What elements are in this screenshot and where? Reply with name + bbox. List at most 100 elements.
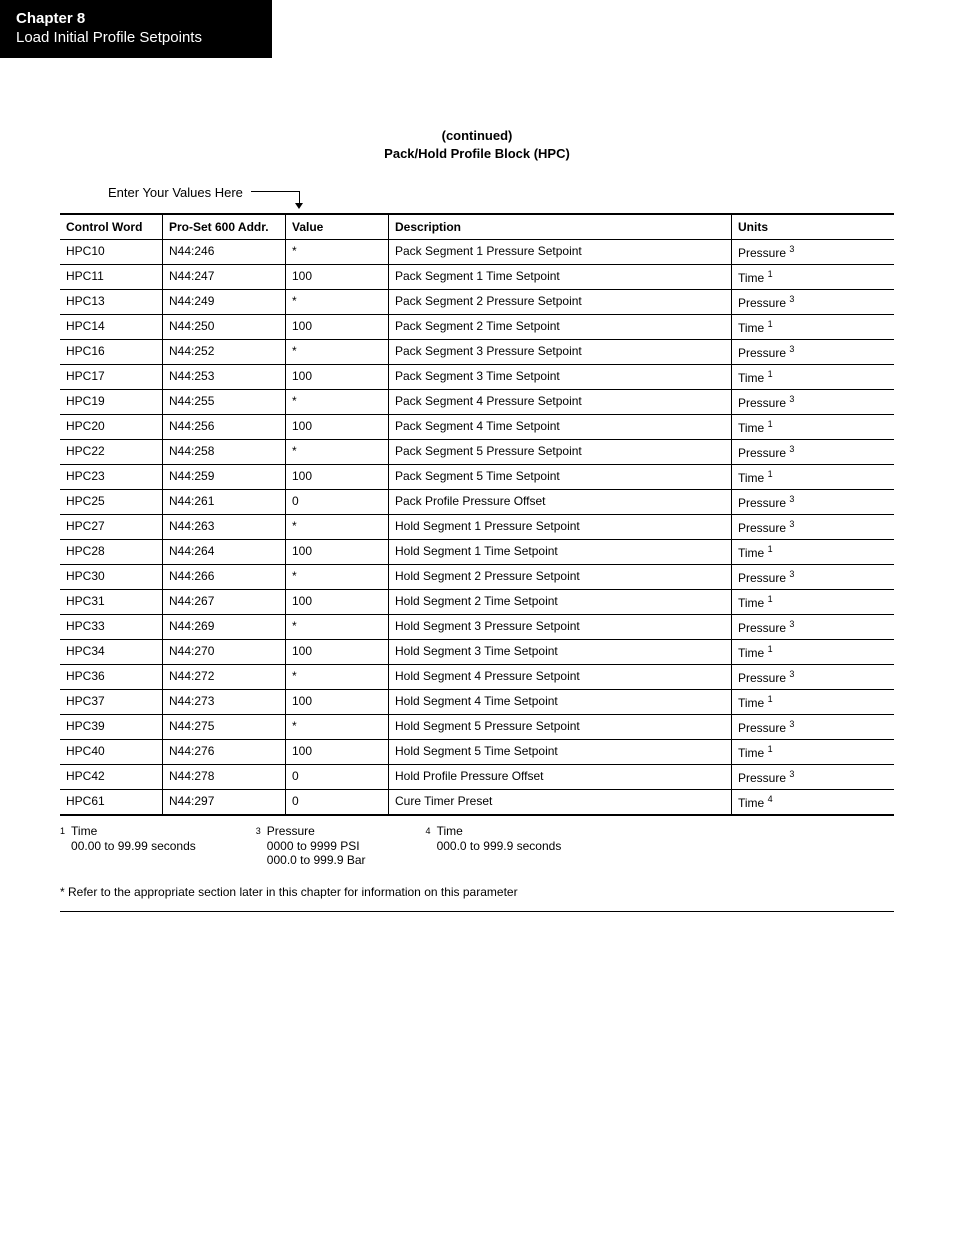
cell-description: Pack Segment 4 Time Setpoint xyxy=(389,415,732,440)
cell-addr: N44:275 xyxy=(163,715,286,740)
cell-value: * xyxy=(286,340,389,365)
cell-units: Pressure 3 xyxy=(732,615,895,640)
table-row: HPC22N44:258*Pack Segment 5 Pressure Set… xyxy=(60,440,894,465)
cell-addr: N44:264 xyxy=(163,540,286,565)
cell-units: Pressure 3 xyxy=(732,240,895,265)
cell-value: * xyxy=(286,665,389,690)
cell-units: Time 1 xyxy=(732,315,895,340)
cell-description: Hold Segment 5 Time Setpoint xyxy=(389,740,732,765)
cell-value: 100 xyxy=(286,315,389,340)
cell-value: 100 xyxy=(286,365,389,390)
cell-value: 0 xyxy=(286,765,389,790)
cell-addr: N44:297 xyxy=(163,790,286,816)
footnote-1-label: Time xyxy=(71,824,196,838)
footnote-1-num: 1 xyxy=(60,826,65,836)
cell-addr: N44:250 xyxy=(163,315,286,340)
callout-label: Enter Your Values Here xyxy=(108,185,243,200)
cell-addr: N44:259 xyxy=(163,465,286,490)
cell-addr: N44:249 xyxy=(163,290,286,315)
cell-value: * xyxy=(286,565,389,590)
cell-addr: N44:273 xyxy=(163,690,286,715)
callout: Enter Your Values Here xyxy=(108,185,894,209)
cell-addr: N44:253 xyxy=(163,365,286,390)
cell-description: Hold Segment 2 Pressure Setpoint xyxy=(389,565,732,590)
table-header-row: Control Word Pro-Set 600 Addr. Value Des… xyxy=(60,214,894,240)
cell-control-word: HPC17 xyxy=(60,365,163,390)
cell-value: 100 xyxy=(286,640,389,665)
cell-control-word: HPC61 xyxy=(60,790,163,816)
cell-units: Pressure 3 xyxy=(732,665,895,690)
cell-control-word: HPC23 xyxy=(60,465,163,490)
cell-control-word: HPC25 xyxy=(60,490,163,515)
cell-units: Time 1 xyxy=(732,690,895,715)
footnote-3-range2: 000.0 to 999.9 Bar xyxy=(267,853,366,867)
table-row: HPC40N44:276100Hold Segment 5 Time Setpo… xyxy=(60,740,894,765)
cell-control-word: HPC31 xyxy=(60,590,163,615)
cell-value: * xyxy=(286,440,389,465)
footnote-4: 4 Time 000.0 to 999.9 seconds xyxy=(426,824,562,867)
cell-description: Hold Segment 2 Time Setpoint xyxy=(389,590,732,615)
cell-units: Time 4 xyxy=(732,790,895,816)
cell-units: Time 1 xyxy=(732,465,895,490)
col-value: Value xyxy=(286,214,389,240)
table-row: HPC36N44:272*Hold Segment 4 Pressure Set… xyxy=(60,665,894,690)
cell-units: Pressure 3 xyxy=(732,290,895,315)
chapter-subtitle: Load Initial Profile Setpoints xyxy=(16,29,256,46)
footnote-3: 3 Pressure 0000 to 9999 PSI 000.0 to 999… xyxy=(256,824,366,867)
cell-control-word: HPC20 xyxy=(60,415,163,440)
cell-units: Pressure 3 xyxy=(732,340,895,365)
cell-addr: N44:270 xyxy=(163,640,286,665)
table-row: HPC42N44:2780Hold Profile Pressure Offse… xyxy=(60,765,894,790)
cell-description: Pack Segment 1 Time Setpoint xyxy=(389,265,732,290)
asterisk-note: * Refer to the appropriate section later… xyxy=(60,885,894,899)
cell-control-word: HPC33 xyxy=(60,615,163,640)
footnote-4-range: 000.0 to 999.9 seconds xyxy=(437,839,562,853)
cell-description: Pack Segment 5 Time Setpoint xyxy=(389,465,732,490)
cell-control-word: HPC36 xyxy=(60,665,163,690)
chapter-header: Chapter 8 Load Initial Profile Setpoints xyxy=(0,0,272,58)
cell-control-word: HPC14 xyxy=(60,315,163,340)
cell-units: Pressure 3 xyxy=(732,515,895,540)
cell-control-word: HPC19 xyxy=(60,390,163,415)
cell-units: Pressure 3 xyxy=(732,490,895,515)
cell-addr: N44:269 xyxy=(163,615,286,640)
table-row: HPC27N44:263*Hold Segment 1 Pressure Set… xyxy=(60,515,894,540)
cell-description: Pack Segment 3 Time Setpoint xyxy=(389,365,732,390)
cell-units: Pressure 3 xyxy=(732,765,895,790)
cell-description: Pack Segment 4 Pressure Setpoint xyxy=(389,390,732,415)
chapter-label: Chapter xyxy=(16,10,73,27)
cell-units: Time 1 xyxy=(732,365,895,390)
chapter-line: Chapter 8 xyxy=(16,10,256,27)
cell-addr: N44:267 xyxy=(163,590,286,615)
cell-description: Hold Segment 1 Time Setpoint xyxy=(389,540,732,565)
chapter-number: 8 xyxy=(77,10,85,27)
table-row: HPC13N44:249*Pack Segment 2 Pressure Set… xyxy=(60,290,894,315)
cell-value: 100 xyxy=(286,540,389,565)
continued-label: (continued) xyxy=(60,128,894,143)
callout-arrow-icon xyxy=(251,185,311,209)
cell-control-word: HPC37 xyxy=(60,690,163,715)
footnote-3-label: Pressure xyxy=(267,824,366,838)
cell-description: Pack Segment 1 Pressure Setpoint xyxy=(389,240,732,265)
title-block: (continued) Pack/Hold Profile Block (HPC… xyxy=(60,128,894,161)
cell-description: Pack Profile Pressure Offset xyxy=(389,490,732,515)
cell-addr: N44:278 xyxy=(163,765,286,790)
cell-description: Cure Timer Preset xyxy=(389,790,732,816)
cell-value: * xyxy=(286,290,389,315)
table-row: HPC16N44:252*Pack Segment 3 Pressure Set… xyxy=(60,340,894,365)
cell-addr: N44:255 xyxy=(163,390,286,415)
cell-control-word: HPC10 xyxy=(60,240,163,265)
cell-description: Hold Segment 3 Pressure Setpoint xyxy=(389,615,732,640)
table-row: HPC25N44:2610Pack Profile Pressure Offse… xyxy=(60,490,894,515)
cell-value: * xyxy=(286,515,389,540)
cell-value: 0 xyxy=(286,790,389,816)
footnote-4-label: Time xyxy=(437,824,562,838)
cell-control-word: HPC40 xyxy=(60,740,163,765)
table-row: HPC34N44:270100Hold Segment 3 Time Setpo… xyxy=(60,640,894,665)
cell-description: Hold Segment 4 Time Setpoint xyxy=(389,690,732,715)
cell-control-word: HPC22 xyxy=(60,440,163,465)
cell-value: 100 xyxy=(286,465,389,490)
table-row: HPC39N44:275*Hold Segment 5 Pressure Set… xyxy=(60,715,894,740)
cell-addr: N44:266 xyxy=(163,565,286,590)
cell-units: Pressure 3 xyxy=(732,390,895,415)
